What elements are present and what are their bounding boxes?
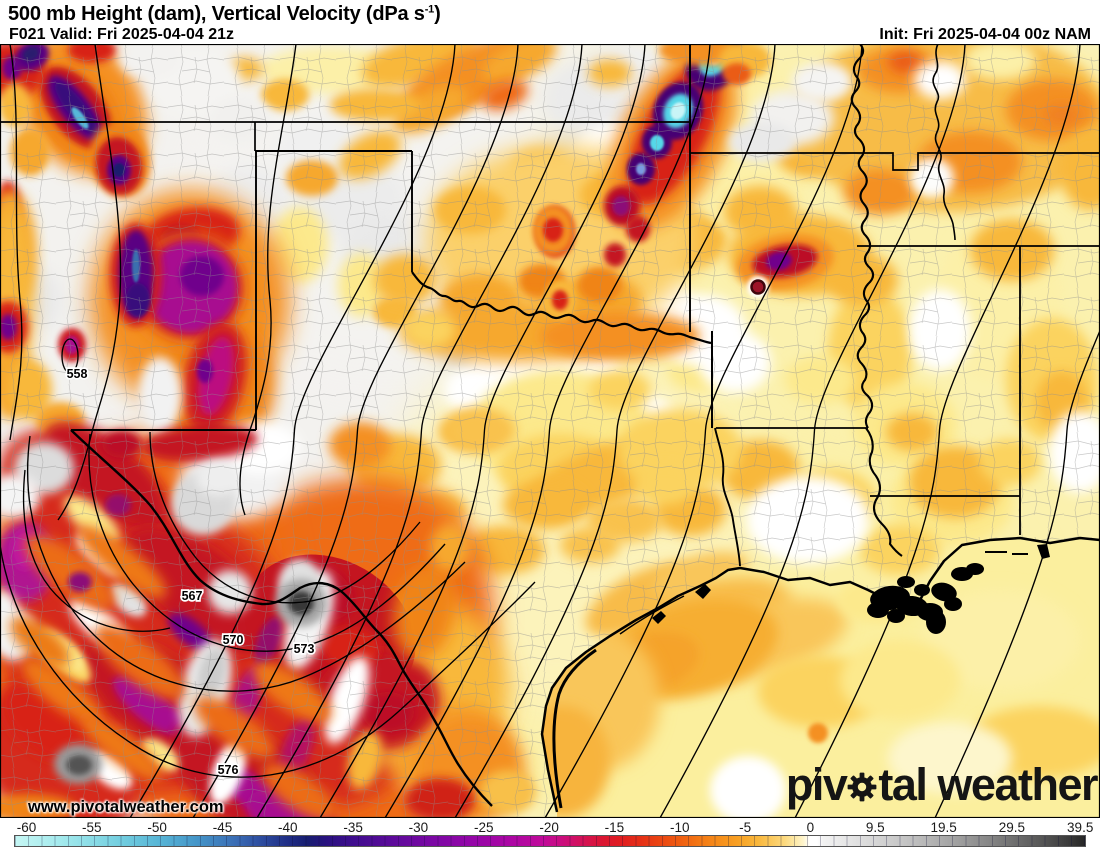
- svg-text:573: 573: [294, 642, 315, 656]
- svg-text:558: 558: [67, 367, 88, 381]
- svg-text:570: 570: [223, 633, 244, 647]
- svg-text:567: 567: [182, 589, 203, 603]
- svg-text:576: 576: [218, 763, 239, 777]
